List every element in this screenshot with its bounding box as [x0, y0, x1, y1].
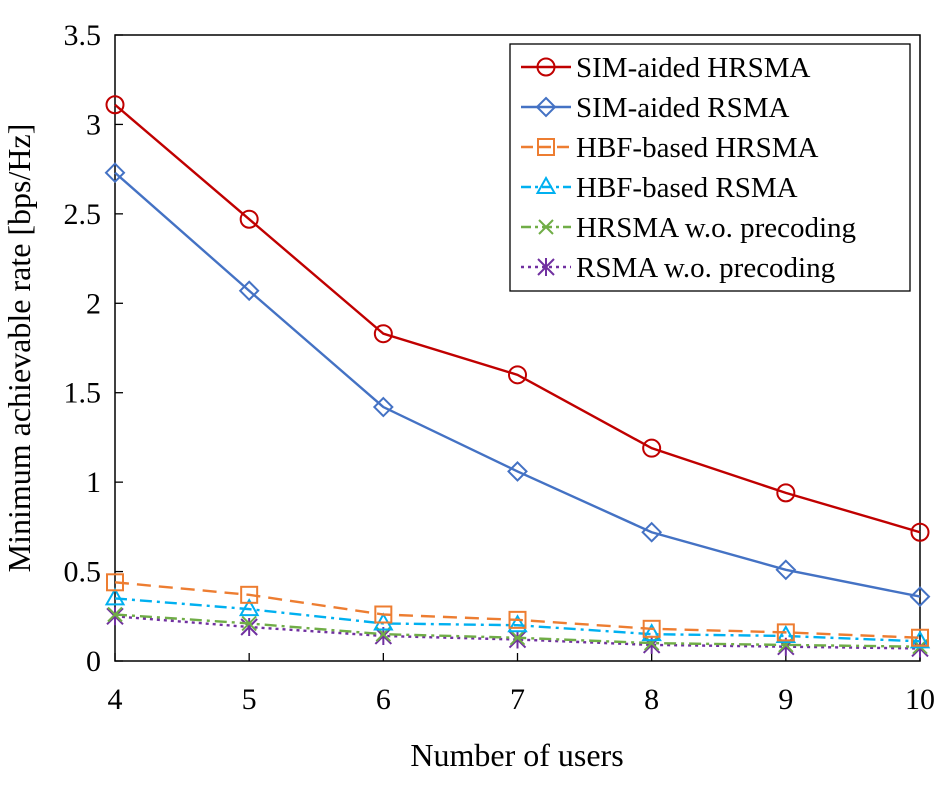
data-point-diamond [372, 396, 394, 418]
y-tick-label: 3 [86, 108, 101, 141]
y-tick-label: 2.5 [64, 198, 102, 231]
data-point-circle [105, 95, 125, 115]
legend-entry: SIM-aided HRSMA [521, 52, 810, 84]
data-point-x [241, 615, 257, 632]
legend-marker-x [538, 219, 554, 235]
data-point-circle [642, 438, 662, 458]
legend-label: HBF-based HRSMA [576, 132, 819, 164]
data-point-triangle [238, 598, 260, 617]
data-point-circle [373, 324, 393, 344]
legend-marker-star [537, 258, 555, 276]
legend-entry: RSMA w.o. precoding [521, 252, 835, 284]
legend: SIM-aided HRSMA SIM-aided RSMA HBF-based H… [509, 43, 911, 292]
data-point-x [107, 606, 123, 623]
x-tick-label: 8 [644, 683, 659, 716]
y-axis-title: Minimum achievable rate [bps/Hz] [1, 124, 37, 573]
series-line [114, 171, 921, 598]
x-tick-label: 9 [778, 683, 793, 716]
legend-box [509, 43, 911, 292]
data-point-circle [239, 209, 259, 229]
data-point-x [509, 630, 526, 646]
y-axis-ticks: 0 0.5 1 1.5 2 2.5 3 3.5 [64, 19, 123, 678]
data-point-square [374, 605, 393, 624]
y-tick-label: 3.5 [64, 19, 102, 52]
legend-entry: HBF-based HRSMA [521, 132, 819, 164]
legend-label: HRSMA w.o. precoding [576, 212, 856, 244]
x-tick-label: 10 [905, 683, 935, 716]
data-point-star [240, 618, 258, 637]
legend-marker-circle [536, 57, 556, 77]
x-tick-label: 5 [242, 683, 257, 716]
y-tick-label: 2 [86, 287, 101, 320]
series-line [114, 581, 921, 639]
x-tick-label: 6 [376, 683, 391, 716]
legend-label: HBF-based RSMA [576, 172, 798, 204]
y-tick-label: 0.5 [64, 556, 102, 589]
series [106, 573, 929, 647]
data-point-square [776, 623, 795, 642]
data-point-star [106, 607, 124, 626]
legend-entry: HRSMA w.o. precoding [521, 212, 856, 244]
y-tick-label: 1.5 [64, 377, 102, 410]
legend-marker-square [537, 138, 555, 156]
legend-marker-diamond [535, 96, 557, 118]
legend-label: SIM-aided HRSMA [576, 52, 810, 84]
data-point-triangle [909, 630, 931, 649]
data-point-diamond [238, 280, 260, 302]
data-point-triangle [104, 587, 126, 606]
legend-entry: SIM-aided RSMA [521, 92, 790, 124]
y-tick-label: 0 [86, 645, 101, 678]
data-point-diamond [104, 162, 126, 184]
data-point-triangle [641, 623, 662, 642]
data-point-square [106, 573, 124, 592]
data-point-square [642, 619, 661, 638]
data-point-diamond [909, 586, 931, 608]
data-point-triangle [775, 624, 797, 643]
series [104, 162, 931, 608]
legend-marker-triangle [535, 175, 557, 194]
x-axis-title: Number of users [410, 737, 623, 773]
legend-label: RSMA w.o. precoding [576, 252, 835, 284]
series-line [114, 103, 921, 534]
series [104, 587, 931, 649]
x-axis-ticks: 4 5 6 7 8 9 10 [108, 653, 935, 716]
series-layer [104, 95, 931, 658]
legend-label: SIM-aided RSMA [576, 92, 790, 124]
data-point-diamond [507, 460, 528, 482]
legend-entry: HBF-based RSMA [521, 172, 798, 204]
data-point-triangle [507, 614, 528, 633]
data-point-square [240, 585, 259, 604]
data-point-circle [508, 365, 527, 385]
x-tick-label: 7 [510, 683, 525, 716]
data-point-square [508, 610, 527, 629]
x-tick-label: 4 [108, 683, 123, 716]
data-point-diamond [775, 559, 797, 581]
data-point-star [508, 630, 527, 649]
series [105, 95, 930, 542]
data-point-x [643, 635, 660, 651]
data-point-circle [776, 483, 796, 503]
data-point-diamond [641, 521, 663, 543]
series-line [114, 597, 921, 643]
data-point-circle [910, 522, 930, 542]
data-point-square [911, 628, 929, 647]
y-tick-label: 1 [86, 466, 101, 499]
series [107, 606, 928, 655]
